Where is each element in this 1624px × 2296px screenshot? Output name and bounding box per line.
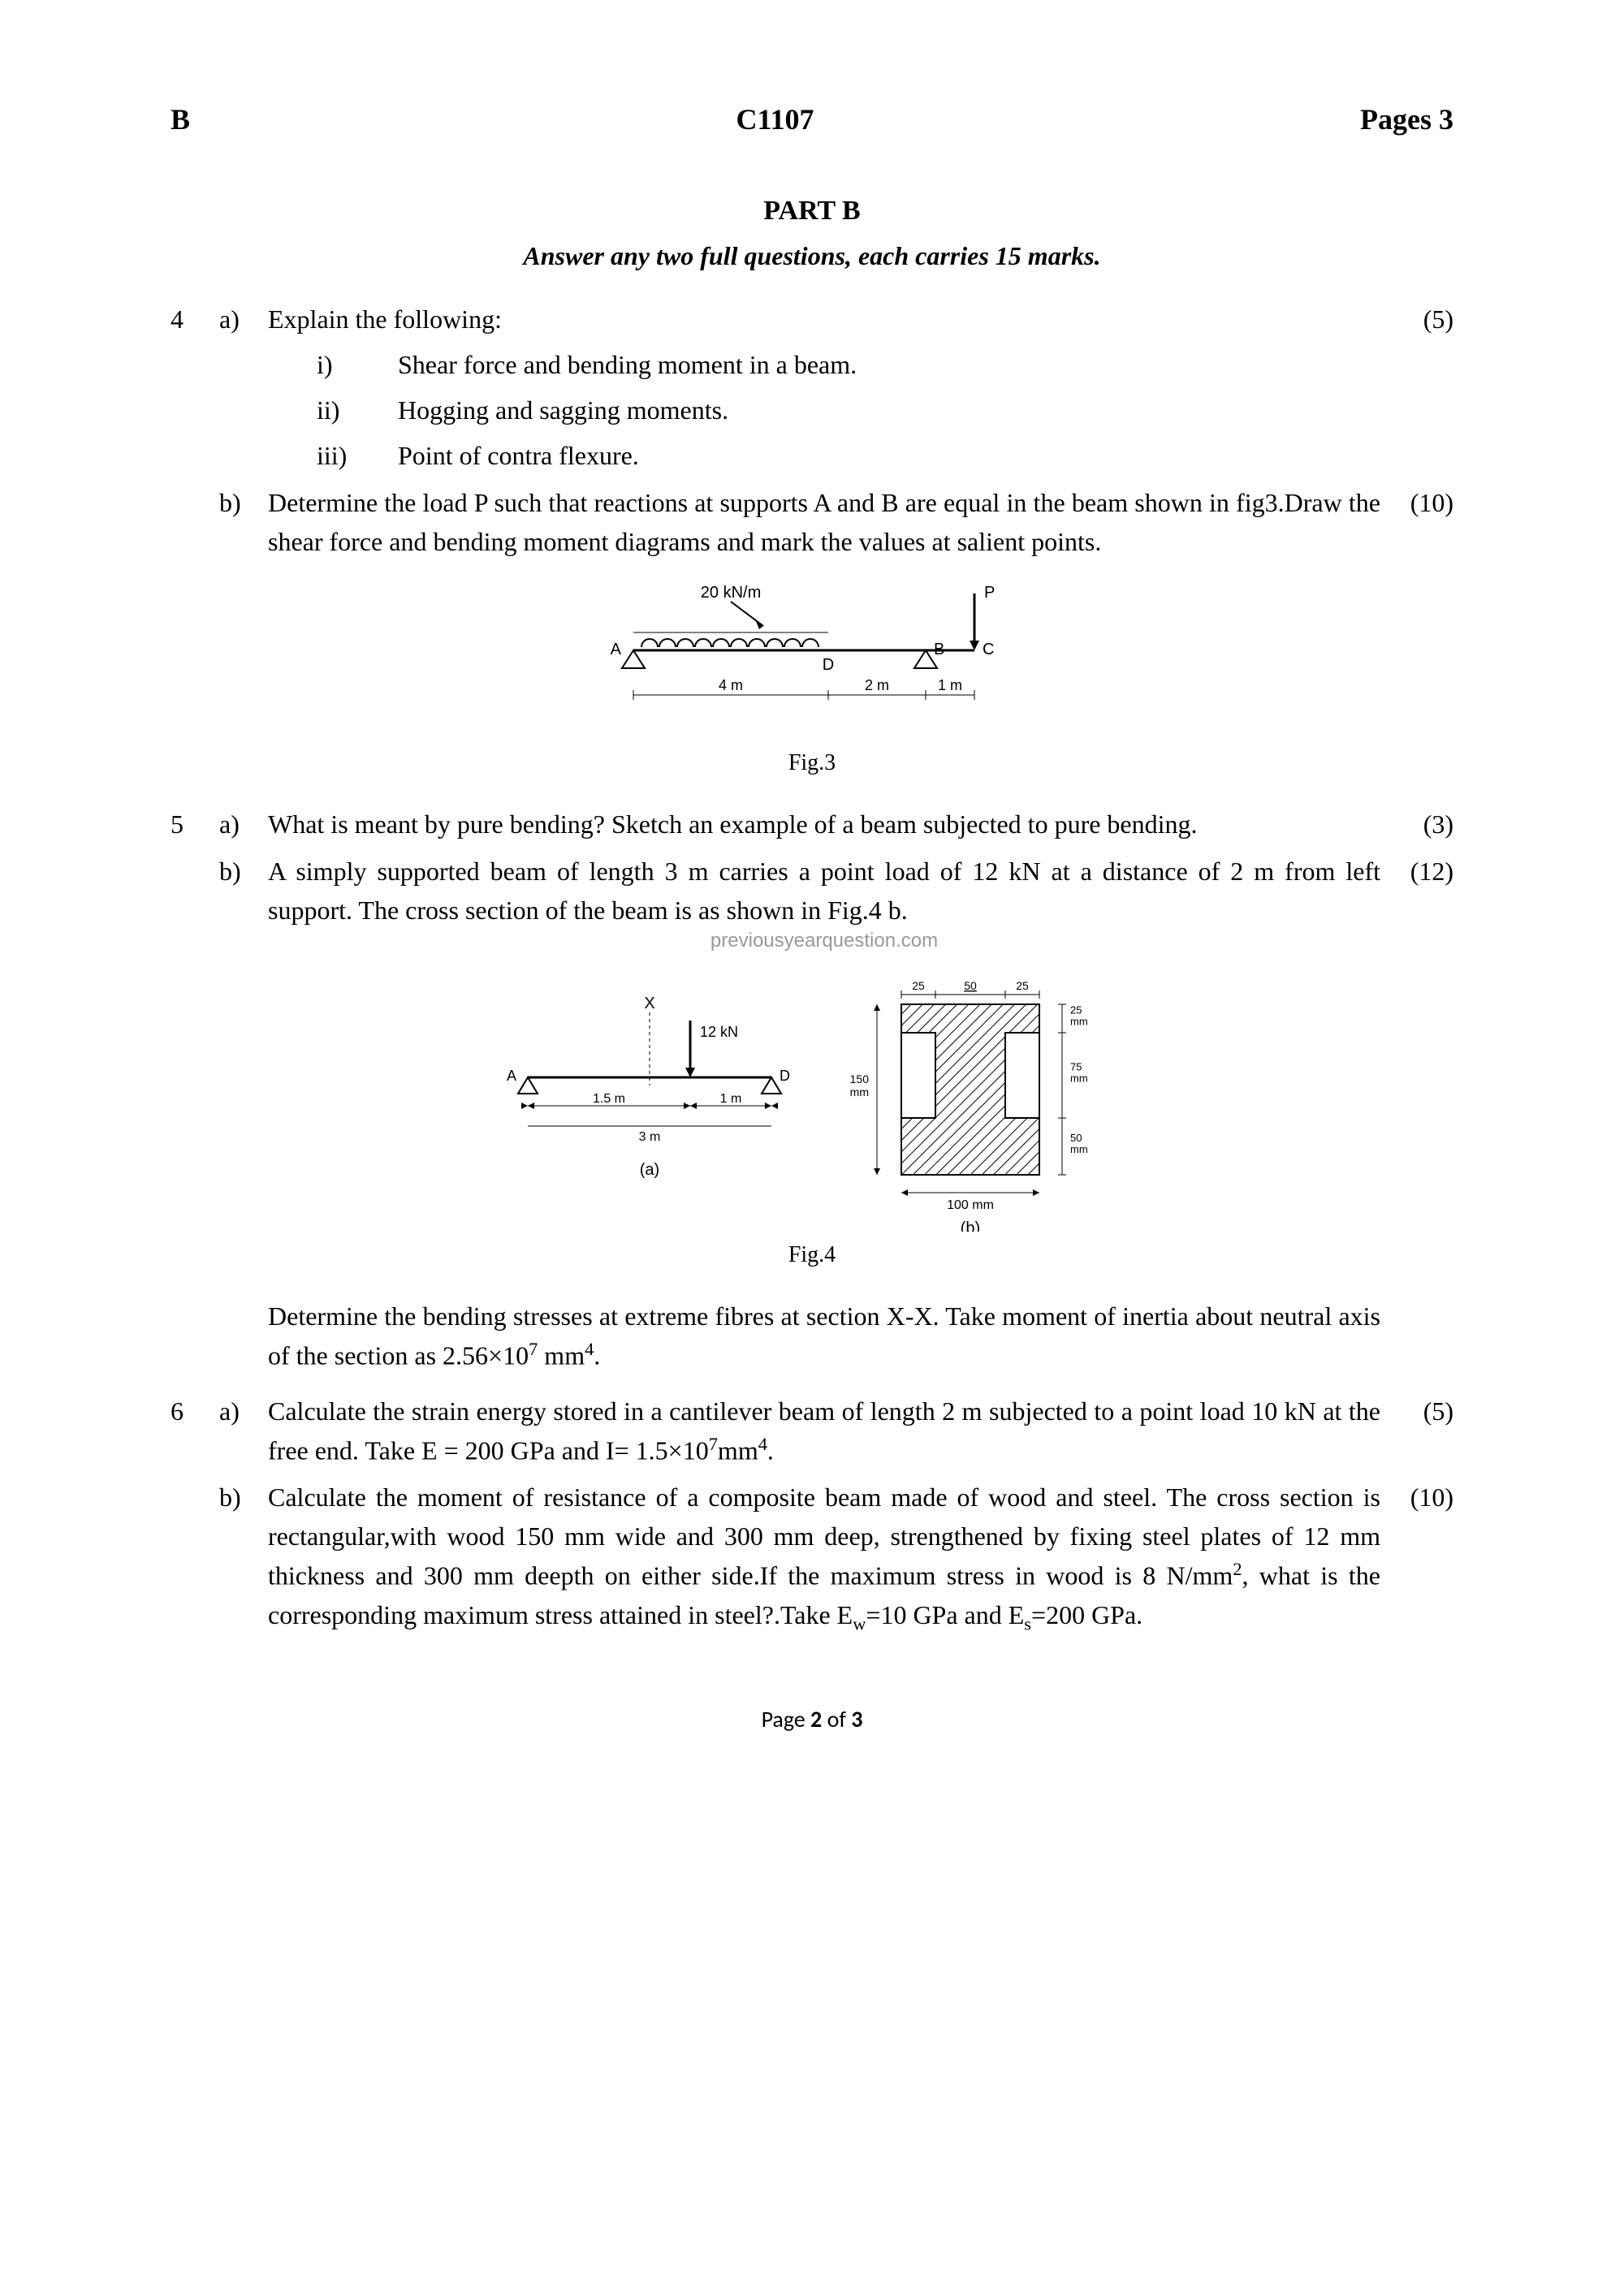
header-left: B (171, 97, 190, 141)
question-5a: 5 a) What is meant by pure bending? Sket… (171, 805, 1453, 844)
question-4a: 4 a) Explain the following: i) Shear for… (171, 300, 1453, 475)
question-6b: b) Calculate the moment of resistance of… (171, 1478, 1453, 1638)
q-num: 5 (171, 805, 219, 844)
svg-text:25: 25 (1016, 979, 1029, 992)
q-marks: (5) (1380, 300, 1453, 475)
q-part: a) (219, 300, 268, 475)
svg-text:X: X (644, 995, 654, 1012)
q-num: 4 (171, 300, 219, 475)
svg-text:D: D (823, 656, 834, 674)
header-right: Pages 3 (1360, 97, 1453, 141)
fig4-diagram: 12 kNXAD1.5 m1 m3 m(a)255025150mm25mm75m… (495, 972, 1129, 1232)
question-4b: b) Determine the load P such that reacti… (171, 483, 1453, 561)
fig3-caption: Fig.3 (585, 746, 1039, 780)
watermark: previousyearquestion.com (268, 926, 1380, 956)
question-5b-cont: Determine the bending stresses at extrem… (171, 1297, 1453, 1375)
svg-text:1 m: 1 m (720, 1092, 742, 1106)
q-num (171, 852, 219, 956)
subitem-label: i) (317, 345, 398, 384)
q-body: A simply supported beam of length 3 m ca… (268, 852, 1380, 956)
svg-text:(a): (a) (640, 1161, 659, 1179)
svg-text:100 mm: 100 mm (947, 1198, 994, 1212)
q-body: Explain the following: i) Shear force an… (268, 300, 1380, 475)
svg-text:3 m: 3 m (639, 1130, 661, 1144)
page-footer: Page 2 of 3 (171, 1703, 1453, 1737)
q-text: Explain the following: (268, 304, 502, 334)
svg-text:mm: mm (1070, 1072, 1088, 1085)
q-part: a) (219, 1392, 268, 1470)
svg-text:1.5 m: 1.5 m (593, 1092, 625, 1106)
svg-text:150: 150 (850, 1072, 870, 1085)
q-marks: (5) (1380, 1392, 1453, 1470)
svg-text:20 kN/m: 20 kN/m (701, 584, 761, 602)
q-text: A simply supported beam of length 3 m ca… (268, 857, 1380, 925)
q-body: Determine the bending stresses at extrem… (268, 1297, 1380, 1375)
q-marks: (10) (1380, 1478, 1453, 1638)
footer-total: 3 (851, 1705, 862, 1733)
svg-text:50: 50 (1070, 1132, 1082, 1144)
svg-text:mm: mm (850, 1085, 869, 1098)
svg-text:P: P (984, 584, 995, 602)
q-body: Calculate the strain energy stored in a … (268, 1392, 1380, 1470)
svg-text:25: 25 (1070, 1004, 1082, 1016)
header-center: C1107 (736, 97, 814, 141)
figure-3: 20 kN/m A D B C P 4 m 2 m 1 m Fig.3 (171, 577, 1453, 780)
svg-text:D: D (780, 1068, 790, 1084)
fig3-diagram: 20 kN/m A D B C P 4 m 2 m 1 m (585, 577, 1039, 740)
page-header: B C1107 Pages 3 (171, 97, 1453, 141)
q-num: 6 (171, 1392, 219, 1470)
q-part: b) (219, 1478, 268, 1638)
svg-text:(b): (b) (961, 1219, 980, 1232)
svg-text:2 m: 2 m (865, 677, 889, 693)
svg-text:B: B (934, 641, 944, 658)
question-5b: b) A simply supported beam of length 3 m… (171, 852, 1453, 956)
svg-text:50: 50 (964, 979, 977, 992)
q-marks: (3) (1380, 805, 1453, 844)
section-instruction: Answer any two full questions, each carr… (171, 236, 1453, 275)
footer-page: Page (762, 1705, 810, 1733)
figure-4: 12 kNXAD1.5 m1 m3 m(a)255025150mm25mm75m… (171, 972, 1453, 1272)
q-part: a) (219, 805, 268, 844)
subitem-label: ii) (317, 391, 398, 429)
question-6a: 6 a) Calculate the strain energy stored … (171, 1392, 1453, 1470)
svg-text:A: A (507, 1068, 516, 1084)
svg-text:A: A (611, 641, 622, 658)
footer-of: of (822, 1705, 851, 1733)
subitem-label: iii) (317, 436, 398, 475)
q-body: What is meant by pure bending? Sketch an… (268, 805, 1380, 844)
subitem: i) Shear force and bending moment in a b… (317, 345, 1380, 384)
svg-text:12 kN: 12 kN (700, 1024, 738, 1040)
svg-text:mm: mm (1070, 1016, 1088, 1028)
q-part: b) (219, 483, 268, 561)
q-marks: (12) (1380, 852, 1453, 956)
subitem-text: Point of contra flexure. (398, 436, 1380, 475)
section-title: PART B (171, 190, 1453, 231)
svg-text:1 m: 1 m (938, 677, 962, 693)
q-body: Calculate the moment of resistance of a … (268, 1478, 1380, 1638)
q-body: Determine the load P such that reactions… (268, 483, 1380, 561)
svg-text:C: C (983, 641, 994, 658)
q-num (171, 1478, 219, 1638)
footer-num: 2 (810, 1705, 822, 1733)
q-num (171, 483, 219, 561)
q-part: b) (219, 852, 268, 956)
fig4-caption: Fig.4 (495, 1238, 1129, 1272)
subitem-text: Hogging and sagging moments. (398, 391, 1380, 429)
svg-text:75: 75 (1070, 1061, 1082, 1073)
svg-text:25: 25 (912, 979, 925, 992)
subitem: ii) Hogging and sagging moments. (317, 391, 1380, 429)
subitem-text: Shear force and bending moment in a beam… (398, 345, 1380, 384)
q-marks: (10) (1380, 483, 1453, 561)
subitem: iii) Point of contra flexure. (317, 436, 1380, 475)
svg-text:mm: mm (1070, 1143, 1088, 1155)
svg-text:4 m: 4 m (719, 677, 743, 693)
